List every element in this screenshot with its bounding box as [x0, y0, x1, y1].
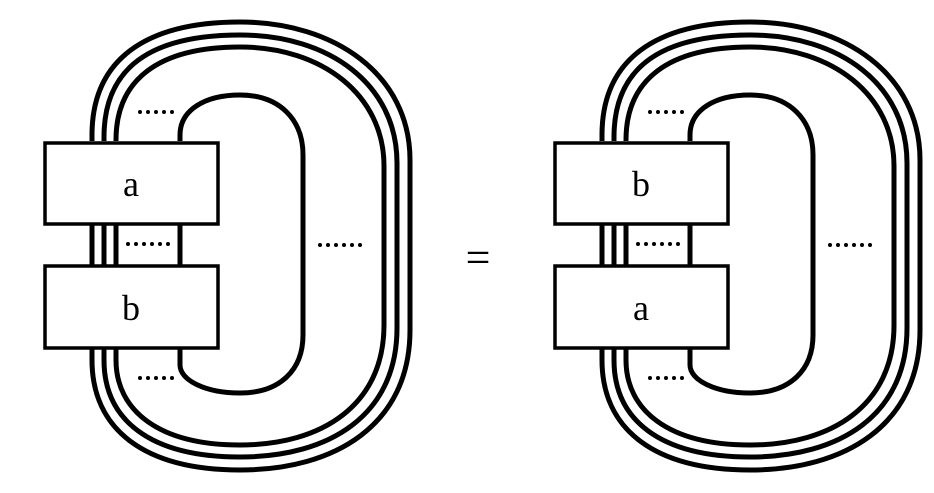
right-bottom-box: [553, 264, 730, 350]
right-outer-strand-3: [623, 44, 897, 448]
left-top-box-label: a: [123, 164, 139, 204]
left-bottom-box: [43, 264, 220, 350]
right-inner-strand: [687, 92, 816, 396]
right-dots-bottom: [648, 376, 684, 380]
left-outer-strand-3: [113, 44, 387, 448]
left-outer-strand-1: [89, 19, 413, 473]
left-diagram: a b: [43, 19, 413, 473]
left-top-box: [43, 141, 220, 226]
left-dots-middle: [126, 242, 170, 246]
right-dots-right: [828, 243, 872, 247]
right-bottom-box-label: a: [633, 288, 649, 328]
left-outer-strand-2: [101, 32, 400, 460]
right-outer-strand-1: [599, 19, 923, 473]
left-dots-bottom: [138, 376, 174, 380]
right-dots-middle: [636, 242, 680, 246]
left-bottom-box-label: b: [122, 288, 140, 328]
right-top-box-label: b: [632, 164, 650, 204]
right-outer-strand-2: [611, 32, 910, 460]
left-dots-right: [318, 243, 362, 247]
right-top-box: [553, 141, 730, 226]
right-diagram: b a: [553, 19, 923, 473]
right-dots-top: [648, 110, 684, 114]
left-dots-top: [138, 110, 174, 114]
equals-sign: =: [466, 233, 491, 282]
left-inner-strand: [177, 92, 306, 396]
